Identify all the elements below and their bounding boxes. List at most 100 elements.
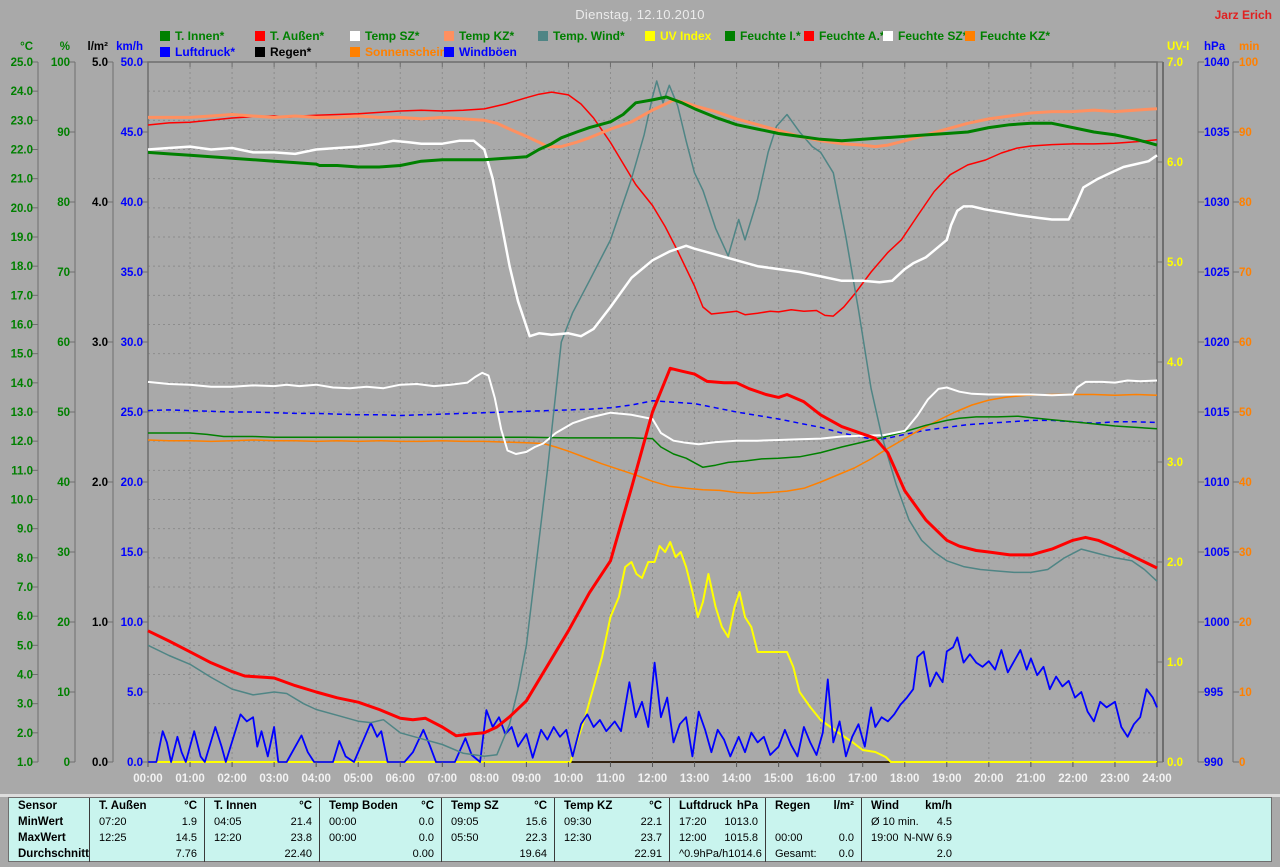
table-cell-regen-value: 0.0	[838, 848, 854, 860]
legend-item-temp-kz-: Temp KZ*	[444, 29, 515, 43]
svg-text:21.0: 21.0	[11, 174, 33, 186]
svg-text:hPa: hPa	[1204, 41, 1226, 53]
table-cell-temp-kz-value: °C	[649, 800, 662, 812]
svg-text:1000: 1000	[1204, 617, 1230, 629]
svg-text:5.0: 5.0	[1167, 257, 1183, 269]
table-cell-luftdruck: 17:20 1013.0	[669, 814, 765, 830]
table-cell-temp-kz: Temp KZ °C	[554, 798, 669, 814]
series-feuchte-a-	[147, 91, 1158, 317]
table-cell-temp-boden-label: Temp Boden	[329, 800, 398, 812]
legend-color-swatch	[538, 31, 548, 41]
legend-label: Temp KZ*	[459, 29, 515, 43]
legend-color-swatch	[350, 31, 360, 41]
table-cell-t-au-en-value: 1.9	[181, 816, 197, 828]
svg-text:11.0: 11.0	[11, 465, 33, 477]
svg-text:6.0: 6.0	[17, 611, 33, 623]
legend-label: Luftdruck*	[175, 45, 235, 59]
svg-text:8.0: 8.0	[17, 553, 33, 565]
svg-text:17.0: 17.0	[11, 290, 33, 302]
svg-text:100: 100	[1239, 57, 1258, 69]
table-cell-t-au-en-value: °C	[184, 800, 197, 812]
table-cell-temp-boden-value: °C	[421, 800, 434, 812]
svg-text:1010: 1010	[1204, 477, 1230, 489]
series-temp-wind	[147, 80, 1158, 757]
svg-text:l/m²: l/m²	[88, 41, 109, 53]
svg-text:70: 70	[57, 267, 70, 279]
svg-text:UV-I: UV-I	[1167, 41, 1189, 53]
svg-text:16:00: 16:00	[806, 773, 835, 785]
svg-text:03:00: 03:00	[259, 773, 288, 785]
table-cell-temp-sz-value: 19.64	[519, 848, 547, 860]
table-cell-luftdruck-label: Luftdruck	[679, 800, 733, 812]
table-cell-wind-value: N-NW 6.9	[903, 832, 952, 844]
legend-color-swatch	[965, 31, 975, 41]
legend-item-windb-en: Windböen	[444, 45, 517, 59]
svg-text:10: 10	[57, 687, 70, 699]
weather-chart: 1.0 2.0 3.0 4.0 5.0 6.0 7.0 8.0 9.0 10.0 11.0 12.0 1…	[11, 41, 1260, 785]
svg-text:990: 990	[1204, 757, 1223, 769]
table-cell-luftdruck-label: 12:00	[679, 832, 707, 844]
svg-text:06:00: 06:00	[386, 773, 415, 785]
svg-text:40: 40	[57, 477, 70, 489]
table-cell-t-au-en-label: 07:20	[99, 816, 127, 828]
svg-text:3.0: 3.0	[17, 699, 33, 711]
legend-item-luftdruck-: Luftdruck*	[160, 45, 235, 59]
svg-text:1025: 1025	[1204, 267, 1230, 279]
svg-text:22.0: 22.0	[11, 145, 33, 157]
legend-label: Sonnenschein	[365, 45, 448, 59]
table-cell-temp-boden: 00:00 0.0	[319, 830, 441, 846]
table-row-label-label: Durchschnitt	[18, 848, 89, 860]
table-cell-wind: 2.0	[861, 846, 959, 862]
table-cell-temp-sz-value: 22.3	[525, 832, 547, 844]
svg-text:1005: 1005	[1204, 547, 1230, 559]
table-cell-temp-sz: 09:05 15.6	[441, 814, 554, 830]
series-t-au-en	[147, 366, 1158, 738]
table-cell-temp-boden: Temp Boden °C	[319, 798, 441, 814]
table-row-label-label: MinWert	[18, 816, 64, 828]
table-cell-luftdruck-value: hPa	[736, 800, 758, 812]
legend-color-swatch	[804, 31, 814, 41]
svg-text:02:00: 02:00	[217, 773, 246, 785]
legend-item-feuchte-i-: Feuchte I.*	[725, 29, 801, 43]
legend-label: Feuchte KZ*	[980, 29, 1051, 43]
table-cell-t-innen: T. Innen °C	[204, 798, 319, 814]
svg-text:17:00: 17:00	[848, 773, 877, 785]
svg-text:90: 90	[57, 127, 70, 139]
table-cell-temp-sz-label: 05:50	[451, 832, 479, 844]
table-top-highlight	[0, 794, 1280, 797]
svg-text:20.0: 20.0	[121, 477, 143, 489]
svg-text:24:00: 24:00	[1142, 773, 1171, 785]
table-cell-regen-label: 00:00	[775, 832, 803, 844]
table-row-label: MinWert	[9, 814, 89, 830]
svg-text:22:00: 22:00	[1058, 773, 1087, 785]
svg-text:12.0: 12.0	[11, 436, 33, 448]
table-cell-temp-kz-label: Temp KZ	[564, 800, 613, 812]
svg-text:0.0: 0.0	[1167, 757, 1183, 769]
table-cell-wind: Ø 10 min. 4.5	[861, 814, 959, 830]
table-cell-temp-sz-label: 09:05	[451, 816, 479, 828]
svg-text:60: 60	[1239, 337, 1252, 349]
svg-text:40.0: 40.0	[121, 197, 143, 209]
table-cell-temp-boden: 00:00 0.0	[319, 814, 441, 830]
table-cell-temp-kz: 09:30 22.1	[554, 814, 669, 830]
legend-color-swatch	[255, 31, 265, 41]
svg-text:18:00: 18:00	[890, 773, 919, 785]
table-cell-t-innen-value: 22.40	[284, 848, 312, 860]
svg-text:70: 70	[1239, 267, 1252, 279]
svg-text:50: 50	[57, 407, 70, 419]
svg-text:min: min	[1239, 41, 1259, 53]
legend-color-swatch	[160, 47, 170, 57]
table-cell-t-au-en: 12:25 14.5	[89, 830, 204, 846]
svg-text:12:00: 12:00	[638, 773, 667, 785]
svg-text:25.0: 25.0	[11, 57, 33, 69]
svg-text:16.0: 16.0	[11, 320, 33, 332]
table-cell-temp-boden-label: 00:00	[329, 832, 357, 844]
svg-text:19.0: 19.0	[11, 232, 33, 244]
svg-text:2.0: 2.0	[92, 477, 108, 489]
svg-text:23.0: 23.0	[11, 115, 33, 127]
table-cell-t-innen-value: °C	[299, 800, 312, 812]
svg-text:1015: 1015	[1204, 407, 1230, 419]
svg-text:05:00: 05:00	[343, 773, 372, 785]
svg-text:15.0: 15.0	[11, 349, 33, 361]
svg-text:20: 20	[57, 617, 70, 629]
